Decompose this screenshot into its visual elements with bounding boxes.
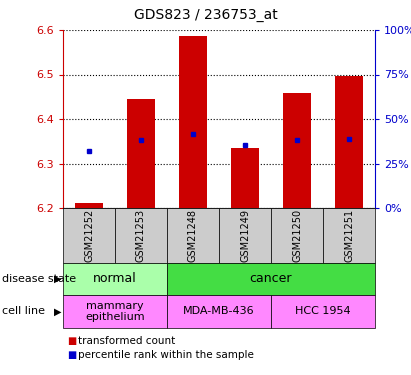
Text: ■: ■ xyxy=(67,350,76,360)
Bar xyxy=(127,99,155,208)
Text: GSM21253: GSM21253 xyxy=(136,209,146,262)
Bar xyxy=(179,36,207,208)
Text: HCC 1954: HCC 1954 xyxy=(295,306,351,316)
Text: disease state: disease state xyxy=(2,274,76,284)
Bar xyxy=(335,76,363,208)
Text: ■: ■ xyxy=(67,336,76,346)
Bar xyxy=(75,202,103,208)
Text: cell line: cell line xyxy=(2,306,45,316)
Text: GSM21250: GSM21250 xyxy=(292,209,302,262)
Text: percentile rank within the sample: percentile rank within the sample xyxy=(78,350,254,360)
Text: GSM21252: GSM21252 xyxy=(84,209,94,262)
Text: GSM21248: GSM21248 xyxy=(188,209,198,262)
Bar xyxy=(231,148,259,208)
Text: cancer: cancer xyxy=(250,273,292,285)
Text: transformed count: transformed count xyxy=(78,336,175,346)
Text: GDS823 / 236753_at: GDS823 / 236753_at xyxy=(134,8,277,22)
Text: ▶: ▶ xyxy=(54,274,62,284)
Text: GSM21251: GSM21251 xyxy=(344,209,354,262)
Text: normal: normal xyxy=(93,273,137,285)
Text: MDA-MB-436: MDA-MB-436 xyxy=(183,306,255,316)
Bar xyxy=(283,93,311,208)
Text: GSM21249: GSM21249 xyxy=(240,209,250,262)
Text: ▶: ▶ xyxy=(54,306,62,316)
Text: mammary
epithelium: mammary epithelium xyxy=(85,301,145,322)
